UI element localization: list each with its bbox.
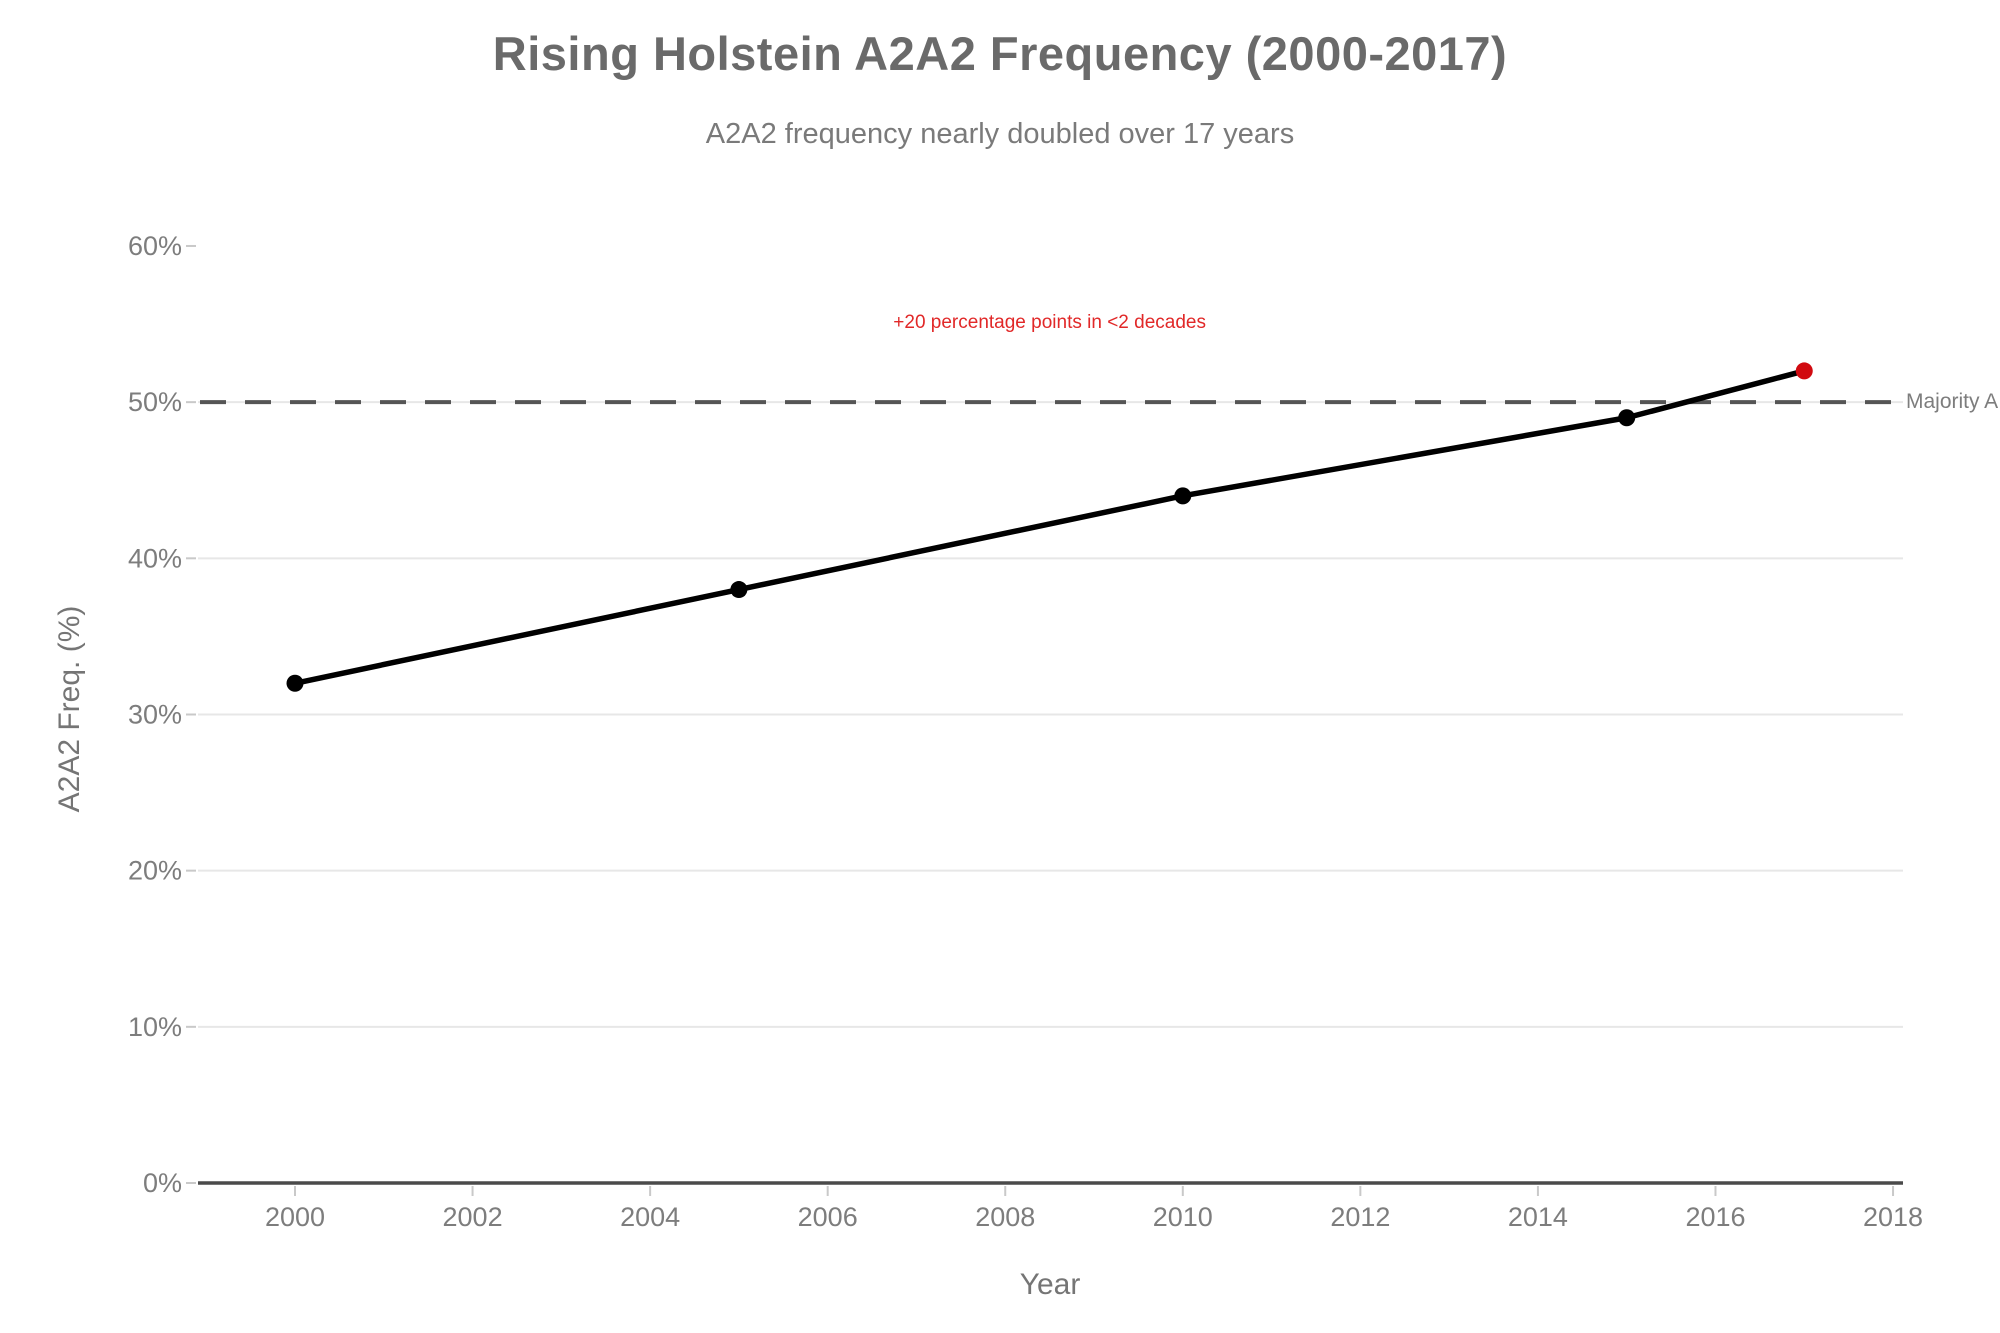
data-point: [286, 674, 304, 692]
data-point: [1618, 409, 1636, 427]
x-tick-label: 2000: [265, 1202, 325, 1232]
data-point: [730, 581, 748, 599]
annotation: +20 percentage points in <2 decades: [893, 311, 1206, 333]
x-tick-label: 2006: [798, 1202, 858, 1232]
y-tick-label: 40%: [128, 543, 182, 573]
x-axis-title: Year: [1019, 1268, 1081, 1301]
chart-title: Rising Holstein A2A2 Frequency (2000-201…: [492, 27, 1508, 80]
reference-line-label: Majority A: [1906, 390, 1999, 414]
y-tick-label: 50%: [128, 387, 182, 417]
y-tick-label: 30%: [128, 699, 182, 729]
data-point-highlight: [1795, 362, 1813, 380]
x-tick-label: 2002: [443, 1202, 503, 1232]
x-tick-label: 2012: [1330, 1202, 1390, 1232]
chart-subtitle: A2A2 frequency nearly doubled over 17 ye…: [705, 118, 1295, 150]
data-line: [292, 368, 1808, 687]
y-tick-label: 10%: [128, 1012, 182, 1042]
x-tick-label: 2018: [1863, 1202, 1923, 1232]
y-tick-label: 0%: [143, 1168, 182, 1198]
y-axis-title: A2A2 Freq. (%): [53, 605, 86, 813]
data-point: [1174, 487, 1192, 505]
x-tick-label: 2016: [1685, 1202, 1745, 1232]
y-tick-label: 20%: [128, 856, 182, 886]
x-tick-label: 2008: [975, 1202, 1035, 1232]
x-tick-label: 2010: [1153, 1202, 1213, 1232]
x-tick-label: 2004: [620, 1202, 680, 1232]
y-tick-label: 60%: [128, 231, 182, 261]
x-tick-label: 2014: [1508, 1202, 1568, 1232]
